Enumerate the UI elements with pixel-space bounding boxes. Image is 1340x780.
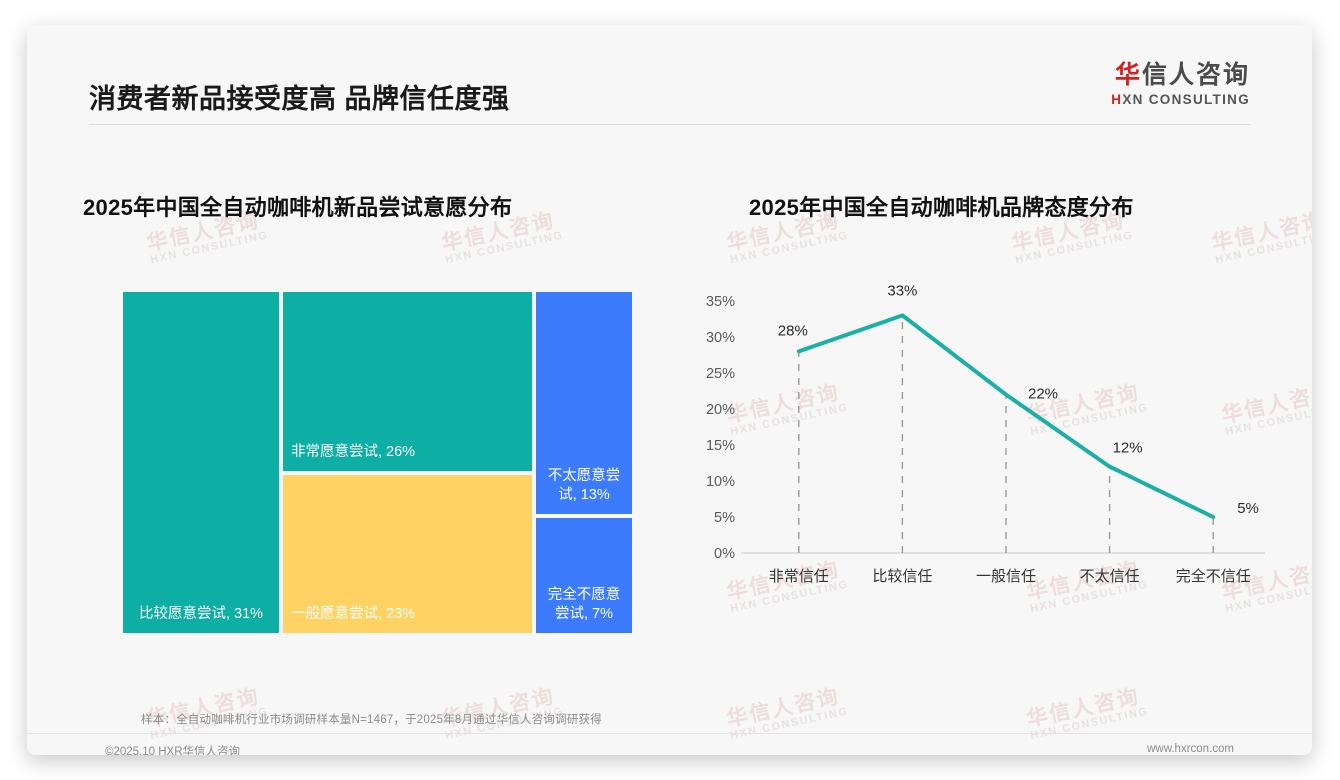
data-point-label: 28%	[778, 322, 808, 339]
slide-header: 消费者新品接受度高 品牌信任度强 华信人咨询 HXN CONSULTING	[27, 25, 1312, 125]
treemap-tile-label: 非常愿意尝试, 26%	[291, 444, 416, 461]
treemap-chart-title: 2025年中国全自动咖啡机新品尝试意愿分布	[83, 195, 513, 220]
footer-divider	[27, 733, 1312, 734]
y-axis-tick-label: 10%	[706, 474, 735, 490]
treemap-tile[interactable]: 非常愿意尝试, 26%	[281, 290, 534, 473]
line-series-path[interactable]	[796, 313, 1216, 519]
data-point-label: 22%	[1028, 386, 1058, 403]
slide-card: 华信人咨询 HXN CONSULTING 华信人咨询 HXN CONSULTING 华信…	[27, 25, 1312, 755]
data-point-label: 12%	[1113, 440, 1143, 457]
treemap-tile-label: 完全不愿意尝试, 7%	[547, 586, 621, 623]
x-axis-tick-label: 不太信任	[1080, 568, 1140, 585]
y-axis-tick-label: 0%	[714, 546, 735, 562]
treemap-tile[interactable]: 完全不愿意尝试, 7%	[534, 516, 634, 635]
x-axis-tick-label: 非常信任	[769, 568, 829, 585]
treemap-tile[interactable]: 不太愿意尝试, 13%	[534, 290, 634, 516]
x-axis-tick-label: 完全不信任	[1176, 567, 1251, 585]
line-chart-title: 2025年中国全自动咖啡机品牌态度分布	[749, 195, 1134, 220]
page-title: 消费者新品接受度高 品牌信任度强	[89, 84, 510, 114]
brand-logo: 华信人咨询 HXN CONSULTING	[1111, 61, 1250, 107]
header-divider	[89, 124, 1251, 125]
logo-chinese: 华信人咨询	[1111, 61, 1250, 90]
treemap-chart: 比较愿意尝试, 31% 非常愿意尝试, 26% 一般愿意尝试, 23% 不太愿意尝试,…	[121, 290, 634, 635]
y-axis-tick-label: 15%	[706, 438, 735, 454]
logo-english: HXN CONSULTING	[1111, 92, 1250, 107]
logo-english-rest: XN CONSULTING	[1122, 91, 1250, 107]
treemap-tile-label: 一般愿意尝试, 23%	[291, 606, 416, 623]
y-axis-tick-label: 20%	[706, 402, 735, 418]
y-axis-tick-label: 5%	[714, 510, 735, 526]
x-axis-tick-label: 比较信任	[872, 567, 932, 585]
data-point-label: 5%	[1237, 500, 1259, 517]
y-axis-tick-label: 25%	[706, 366, 735, 382]
x-axis-tick-label: 一般信任	[976, 568, 1036, 585]
treemap-tile-label: 比较愿意尝试, 31%	[138, 606, 264, 623]
line-chart-svg: 0% 5% 10% 15% 20% 25% 30% 35% 28% 33% 22% 12% 5% 非常信任…	[706, 283, 1265, 585]
footer-website: www.hxrcon.com	[1147, 743, 1234, 755]
logo-english-accent: H	[1111, 91, 1123, 107]
logo-chinese-accent: 华	[1114, 61, 1142, 89]
line-chart: 0% 5% 10% 15% 20% 25% 30% 35% 28% 33% 22% 12% 5% 非常信任…	[675, 283, 1275, 623]
source-footnote: 样本：全自动咖啡机行业市场调研样本量N=1467，于2025年8月通过华信人咨询…	[141, 714, 602, 726]
treemap-tile[interactable]: 比较愿意尝试, 31%	[121, 290, 281, 635]
y-axis-tick-label: 30%	[706, 330, 735, 346]
data-point-label: 33%	[887, 283, 917, 299]
treemap-tile[interactable]: 一般愿意尝试, 23%	[281, 473, 534, 635]
logo-chinese-rest: 信人咨询	[1141, 61, 1250, 89]
y-axis-tick-label: 35%	[706, 294, 735, 310]
treemap-tile-label: 不太愿意尝试, 13%	[547, 467, 621, 504]
footer-copyright: ©2025.10 HXR华信人咨询	[105, 746, 241, 755]
